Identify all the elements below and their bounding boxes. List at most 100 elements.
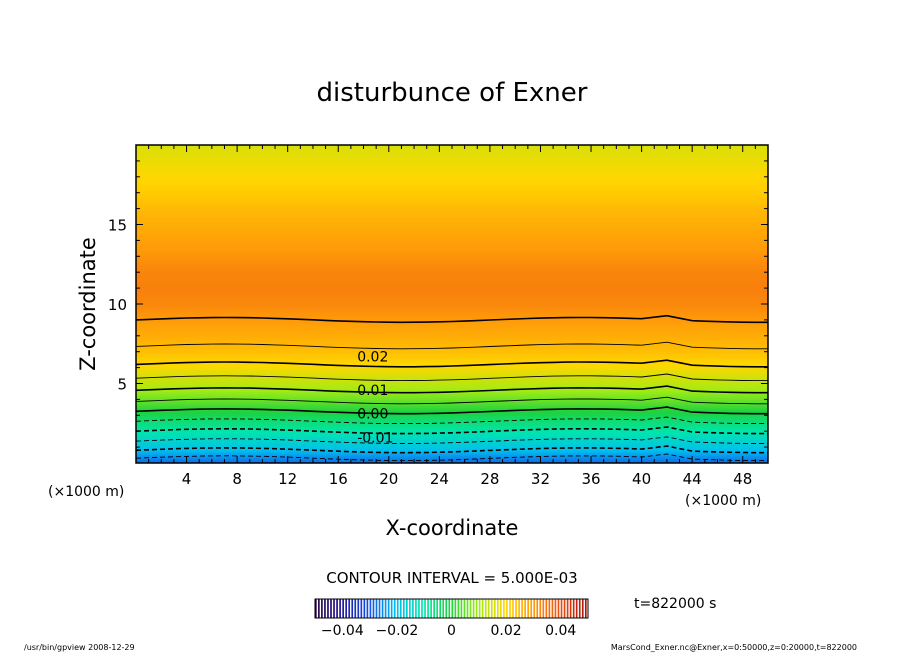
contour-line — [136, 396, 768, 405]
heatmap-band — [136, 339, 768, 343]
heatmap-band — [136, 254, 768, 257]
heatmap-band — [136, 290, 768, 293]
heatmap-band — [136, 347, 768, 351]
colorbar-cell — [327, 599, 329, 618]
contour-line — [136, 314, 768, 324]
x-tick-label: 4 — [182, 470, 192, 488]
colorbar-cell — [515, 599, 517, 618]
heatmap-band — [136, 276, 768, 279]
contour-line — [136, 359, 768, 368]
contour-interval: CONTOUR INTERVAL = 5.000E-03 — [326, 569, 577, 587]
time-label: t=822000 s — [634, 596, 716, 612]
heatmap-band — [136, 391, 768, 395]
colorbar-cell — [518, 599, 520, 618]
colorbar-cell — [578, 599, 581, 618]
colorbar-cell — [457, 599, 460, 618]
colorbar-cell — [545, 599, 548, 618]
heatmap-band — [136, 244, 768, 247]
heatmap-band — [136, 331, 768, 335]
x-tick-label: 32 — [531, 470, 550, 488]
colorbar-cell — [487, 599, 490, 618]
colorbar-cell — [539, 599, 542, 618]
heatmap-band — [136, 222, 768, 226]
heatmap-band — [136, 351, 768, 355]
heatmap-band — [136, 445, 768, 448]
heatmap-band — [136, 327, 768, 331]
heatmap-band — [136, 174, 768, 178]
heatmap-band — [136, 385, 768, 389]
footer-left: /usr/bin/gpview 2008-12-29 — [24, 643, 135, 652]
heatmap-band — [136, 150, 768, 154]
heatmap-band — [136, 208, 768, 212]
colorbar-cell — [390, 599, 393, 618]
heatmap-band — [136, 162, 768, 166]
contour-line — [136, 436, 768, 444]
heatmap-band — [136, 228, 768, 232]
colorbar-cell — [381, 599, 384, 618]
heatmap-band — [136, 457, 768, 460]
colorbar-cell — [384, 599, 387, 618]
heatmap-band — [136, 160, 768, 164]
heatmap-band — [136, 258, 768, 261]
colorbar-cell — [536, 599, 539, 618]
colorbar-tick-label: −0.02 — [375, 623, 418, 639]
heatmap-band — [136, 238, 768, 241]
heatmap-band — [136, 272, 768, 275]
colorbar-cell — [530, 599, 533, 618]
heatmap-band — [136, 321, 768, 325]
heatmap-band — [136, 168, 768, 172]
colorbar-cell — [481, 599, 484, 618]
heatmap-band — [136, 375, 768, 379]
heatmap-band — [136, 246, 768, 249]
heatmap-band — [136, 298, 768, 301]
heatmap-band — [136, 188, 768, 192]
heatmap-band — [136, 379, 768, 383]
heatmap-band — [136, 335, 768, 339]
heatmap-band — [136, 252, 768, 255]
heatmap-band — [136, 383, 768, 387]
heatmap-band — [136, 220, 768, 224]
heatmap-band — [136, 164, 768, 168]
colorbar-cell — [433, 599, 435, 618]
heatmap-band — [136, 192, 768, 196]
colorbar-cell — [360, 599, 363, 618]
contour-label: -0.01 — [357, 431, 393, 447]
heatmap-band — [136, 300, 768, 303]
x-tick-label: 24 — [430, 470, 449, 488]
colorbar-cell — [533, 599, 536, 618]
colorbar-cell — [454, 599, 457, 618]
colorbar-cell — [490, 599, 493, 618]
heatmap-band — [136, 447, 768, 450]
colorbar-cell — [493, 599, 496, 618]
heatmap-band — [136, 212, 768, 216]
x-tick-label: 20 — [379, 470, 398, 488]
x-tick-label: 48 — [733, 470, 752, 488]
heatmap-band — [136, 210, 768, 214]
heatmap-band — [136, 274, 768, 277]
heatmap-band — [136, 325, 768, 329]
colorbar-cell — [393, 599, 396, 618]
contour-label: 0.02 — [357, 349, 388, 365]
heatmap-band — [136, 206, 768, 210]
heatmap-band — [136, 359, 768, 363]
contour-line — [136, 426, 768, 435]
heatmap-band — [136, 305, 768, 309]
colorbar-cell — [448, 599, 451, 618]
colorbar-cell — [563, 599, 566, 618]
heatmap-band — [136, 166, 768, 170]
heatmap-band — [136, 294, 768, 297]
heatmap-band — [136, 323, 768, 327]
heatmap-band — [136, 381, 768, 385]
x-unit-right: (×1000 m) — [685, 493, 761, 509]
heatmap-band — [136, 256, 768, 259]
contour-line — [136, 373, 768, 382]
heatmap-band — [136, 184, 768, 188]
colorbar-cell — [324, 599, 326, 618]
heatmap-band — [136, 437, 768, 440]
heatmap-band — [136, 270, 768, 273]
colorbar-cell — [375, 599, 378, 618]
colorbar-cell — [569, 599, 572, 618]
colorbar-frame — [314, 598, 589, 619]
x-axis-ticks: 4 8 12 16 20 24 28 32 36 40 44 48 — [148, 145, 756, 488]
colorbar-cell — [542, 599, 545, 618]
